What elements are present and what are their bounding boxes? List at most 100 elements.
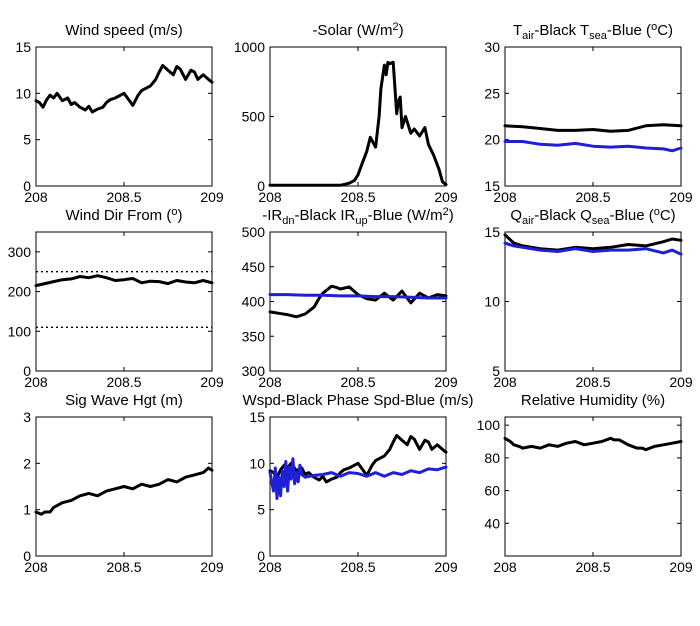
chart-wave-height: Sig Wave Hgt (m) 208 208.5 209 0 1 2 3 [23, 392, 224, 575]
x-tick-label: 209 [434, 374, 458, 390]
x-tick-label: 209 [200, 559, 224, 575]
title-segment: C) [660, 207, 676, 224]
x-tick-label: 208.5 [340, 189, 375, 205]
y-tick-label: 2 [23, 455, 31, 471]
x-tick-label: 208 [493, 189, 517, 205]
series-line-0 [34, 64, 214, 114]
title-segment: ) [399, 22, 404, 39]
x-tick-label: 208 [24, 374, 48, 390]
series-line-0 [503, 436, 683, 452]
x-tick-label: 208 [493, 374, 517, 390]
x-tick-label: 208.5 [575, 189, 610, 205]
title-segment: 2 [392, 21, 398, 33]
title-segment: up [355, 215, 367, 227]
y-tick-label: 0 [23, 548, 31, 564]
y-tick-label: 3 [23, 409, 31, 425]
x-tick-label: 208.5 [106, 374, 141, 390]
title-segment: -IR [262, 207, 282, 224]
chart-title: Wind speed (m/s) [65, 22, 183, 39]
title-segment: Wspd-Black Phase Spd-Blue (m/s) [243, 392, 474, 409]
y-tick-label: 0 [23, 363, 31, 379]
x-tick-label: 209 [669, 374, 693, 390]
x-tick-label: 209 [434, 189, 458, 205]
x-tick-label: 208 [258, 559, 282, 575]
title-segment: Wind speed (m/s) [65, 22, 183, 39]
plot-frame [504, 46, 682, 187]
y-tick-label: 15 [484, 178, 500, 194]
title-segment: 2 [443, 206, 449, 218]
y-tick-label: 1 [23, 502, 31, 518]
series-line-0 [34, 274, 214, 288]
y-tick-label: 15 [484, 224, 500, 240]
series-line-0 [34, 466, 214, 516]
chart-wind-dir: Wind Dir From (o) 208 208.5 209 0 100 200 300 [8, 206, 224, 390]
title-segment: o [654, 206, 660, 218]
x-tick-label: 209 [200, 374, 224, 390]
title-segment: ) [177, 207, 182, 224]
y-tick-label: 450 [242, 259, 266, 275]
series-line-1 [503, 241, 683, 256]
y-tick-label: 15 [249, 409, 265, 425]
x-tick-label: 209 [200, 189, 224, 205]
plot-frame [504, 416, 682, 557]
title-segment: -Solar (W/m [312, 22, 392, 39]
title-segment: o [651, 21, 657, 33]
plot-frame [269, 416, 447, 557]
plot-frame [504, 231, 682, 372]
chart-wind-speed: Wind speed (m/s) 208 208.5 209 0 5 10 15 [15, 22, 223, 205]
title-segment: -Blue (W/m [368, 207, 443, 224]
title-segment: ) [449, 207, 454, 224]
chart-title: Wind Dir From (o) [66, 206, 183, 224]
title-segment: air [522, 215, 535, 227]
chart-longwave: -IRdn-Black IRup-Blue (W/m2) 208 208.5 209 3… [242, 206, 458, 390]
plot-frame [35, 46, 213, 187]
y-tick-label: 0 [23, 178, 31, 194]
x-tick-label: 208.5 [340, 374, 375, 390]
x-tick-label: 208 [24, 189, 48, 205]
title-segment: Relative Humidity (%) [521, 392, 665, 409]
y-tick-label: 30 [484, 39, 500, 55]
x-tick-label: 209 [434, 559, 458, 575]
x-tick-label: 208 [493, 559, 517, 575]
x-tick-label: 209 [669, 189, 693, 205]
series-line-0 [268, 284, 448, 319]
y-tick-label: 10 [249, 455, 265, 471]
title-segment: -Blue ( [607, 22, 651, 39]
chart-title: Tair-Black Tsea-Blue (oC) [513, 21, 673, 42]
title-segment: Wind Dir From ( [66, 207, 172, 224]
title-segment: dn [282, 215, 294, 227]
y-tick-label: 60 [484, 483, 500, 499]
chart-temperature: Tair-Black Tsea-Blue (oC) 208 208.5 209 15 20… [484, 21, 692, 205]
y-tick-label: 0 [257, 548, 265, 564]
chart-relative-humidity: Relative Humidity (%) 208 208.5 209 40 60 80 10… [477, 392, 693, 575]
y-tick-label: 0 [257, 178, 265, 194]
y-tick-label: 100 [477, 417, 501, 433]
x-tick-label: 208 [258, 374, 282, 390]
y-tick-label: 300 [242, 363, 266, 379]
x-tick-label: 209 [669, 559, 693, 575]
chart-title: Relative Humidity (%) [521, 392, 665, 409]
y-tick-label: 10 [484, 294, 500, 310]
title-segment: C) [657, 22, 673, 39]
y-tick-label: 80 [484, 450, 500, 466]
series-line-1 [503, 140, 683, 153]
title-segment: T [513, 22, 522, 39]
title-segment: -Black T [534, 22, 589, 39]
y-tick-label: 400 [242, 294, 266, 310]
series-line-0 [268, 434, 448, 484]
chart-title: -Solar (W/m2) [312, 21, 403, 39]
title-segment: sea [592, 215, 611, 227]
x-tick-label: 208.5 [106, 189, 141, 205]
x-tick-label: 208 [24, 559, 48, 575]
chart-humidity-q: Qair-Black Qsea-Blue (oC) 208 208.5 209 5 10 1… [484, 206, 692, 390]
title-segment: air [522, 30, 535, 42]
plot-frame [269, 231, 447, 372]
chart-solar: -Solar (W/m2) 208 208.5 209 0 500 1000 [234, 21, 458, 205]
y-tick-label: 20 [484, 132, 500, 148]
chart-phase-speed: Wspd-Black Phase Spd-Blue (m/s) 208 208.5 2… [243, 392, 474, 575]
y-tick-label: 5 [492, 363, 500, 379]
y-tick-label: 100 [8, 323, 32, 339]
title-segment: sea [589, 30, 608, 42]
y-tick-label: 1000 [234, 39, 265, 55]
